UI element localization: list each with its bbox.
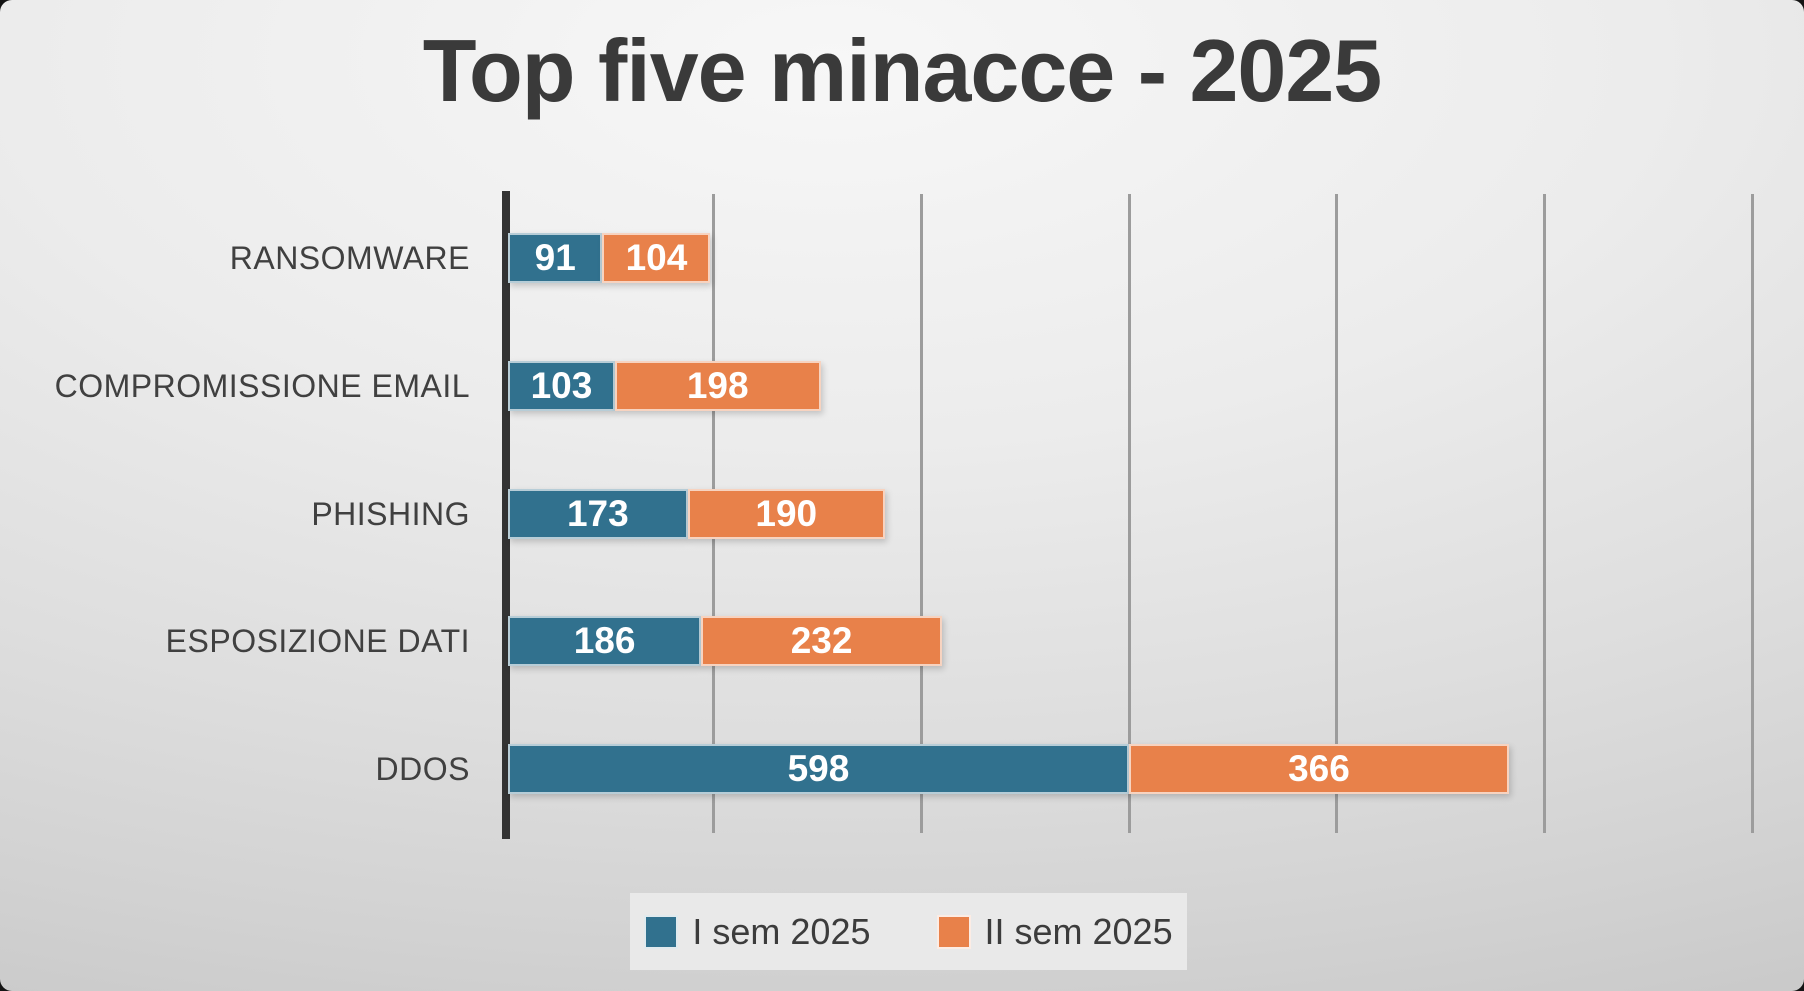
chart-title: Top five minacce - 2025	[422, 21, 1382, 120]
category-label: RANSOMWARE	[229, 239, 470, 276]
legend: I sem 2025 II sem 2025	[630, 893, 1187, 970]
legend-swatch-series1	[644, 914, 679, 949]
plot-area: 91 104 103 198 173 190 186 232 598 366	[502, 191, 1754, 839]
category-label: DDOS	[375, 751, 470, 788]
bar-segment-series2: 366	[1128, 744, 1509, 795]
bar-row: 103 198	[508, 360, 821, 411]
bar-row: 173 190	[508, 488, 885, 539]
bar-value-label: 232	[790, 620, 853, 662]
bar-row: 598 366	[508, 744, 1509, 795]
bar-value-label: 366	[1288, 748, 1350, 790]
bar-segment-series2: 232	[701, 616, 943, 667]
bar-segment-series2: 190	[687, 488, 885, 539]
legend-item-series1: I sem 2025	[644, 910, 871, 953]
bar-value-label: 104	[625, 236, 688, 278]
bar-segment-series1: 103	[508, 360, 615, 411]
legend-item-series2: II sem 2025	[936, 910, 1173, 953]
category-label: COMPROMISSIONE EMAIL	[54, 367, 470, 404]
bar-value-label: 103	[530, 364, 593, 406]
y-axis-line	[502, 191, 510, 839]
bar-value-label: 598	[787, 748, 850, 790]
bar-segment-series1: 598	[508, 744, 1129, 795]
bar-segment-series1: 186	[508, 616, 702, 667]
bar-segment-series2: 198	[614, 360, 821, 411]
bar-value-label: 186	[573, 620, 636, 662]
bar-row: 91 104	[508, 232, 711, 283]
category-label: ESPOSIZIONE DATI	[165, 623, 470, 660]
category-label: PHISHING	[311, 495, 470, 532]
gridline-800	[1335, 194, 1339, 833]
bar-row: 186 232	[508, 616, 943, 667]
gridline-1000	[1542, 194, 1546, 833]
legend-label: II sem 2025	[984, 910, 1173, 952]
gridline-1200	[1750, 194, 1754, 833]
category-labels: RANSOMWARE COMPROMISSIONE EMAIL PHISHING ES…	[0, 194, 470, 833]
bar-value-label: 190	[755, 492, 818, 534]
bar-segment-series1: 173	[508, 488, 688, 539]
bar-value-label: 173	[566, 492, 629, 534]
bar-segment-series1: 91	[508, 232, 603, 283]
bar-segment-series2: 104	[602, 232, 711, 283]
bar-value-label: 91	[534, 236, 576, 278]
gridline-400	[919, 194, 923, 833]
bar-value-label: 198	[686, 364, 749, 406]
gridline-600	[1127, 194, 1131, 833]
legend-label: I sem 2025	[692, 910, 871, 952]
legend-swatch-series2	[936, 914, 971, 949]
